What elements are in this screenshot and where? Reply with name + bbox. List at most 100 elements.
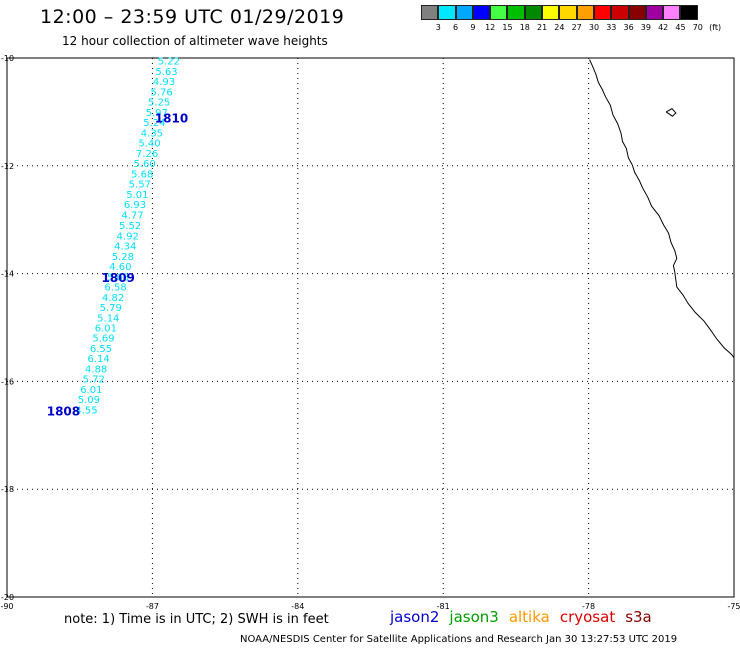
legend-tick-label: 42: [658, 23, 669, 32]
island-outline: [665, 108, 677, 117]
wave-height-label: 5.79: [100, 303, 122, 314]
wave-height-label: 5.52: [119, 221, 141, 232]
legend-tick-label: 36: [623, 23, 634, 32]
legend-swatch: [421, 5, 439, 20]
color-legend: 3 6 9 12 15 18 21 24 27 30 33 36 39 42 45 70 (ft): [421, 5, 731, 39]
legend-swatch: [593, 5, 612, 20]
satellite-name: cryosat: [559, 608, 616, 626]
map-subtitle: 12 hour collection of altimeter wave hei…: [62, 34, 328, 48]
legend-swatch: [438, 5, 456, 20]
wave-height-label: 4.77: [121, 210, 143, 221]
footer-note: note: 1) Time is in UTC; 2) SWH is in fe…: [64, 612, 329, 627]
satellite-name: altika: [508, 608, 550, 626]
legend-swatch: [507, 5, 525, 20]
map-title: 12:00 – 23:59 UTC 01/29/2019: [40, 6, 345, 28]
wave-height-label: 5.68: [131, 169, 153, 180]
legend-swatch: [455, 5, 473, 20]
wave-height-label: 4.82: [102, 293, 124, 304]
latitude-tick-label: -10: [1, 54, 14, 63]
wave-height-label: 6.58: [104, 283, 126, 294]
legend-swatch: [663, 5, 681, 20]
wave-height-label: 5.97: [146, 108, 168, 119]
wave-height-label: 5.09: [78, 395, 100, 406]
wave-height-label: 4.55: [75, 405, 97, 416]
wave-height-label: 5.60: [134, 159, 156, 170]
legend-swatch: [542, 5, 560, 20]
wave-height-label: 5.22: [158, 57, 180, 68]
legend-tick-label: 18: [519, 23, 530, 32]
legend-tick-label: 27: [571, 23, 582, 32]
satellite-legend: jason2 jason3 altika cryosat s3a: [390, 608, 662, 626]
wave-height-label: 5.72: [83, 375, 105, 386]
wave-height-label: 7.26: [136, 149, 158, 160]
wave-height-label: 5.68: [107, 272, 129, 283]
longitude-tick-label: -78: [582, 602, 595, 611]
satellite-name: jason2: [390, 608, 440, 626]
legend-tick-label: 3: [435, 23, 441, 32]
latitude-tick-label: -14: [1, 270, 14, 279]
wave-height-label: 5.24: [143, 118, 165, 129]
legend-tick-label: 21: [537, 23, 548, 32]
legend-ticks: 3 6 9 12 15 18 21 24 27 30 33 36 39 42 45 70 (ft): [421, 20, 731, 34]
legend-swatch: [490, 5, 508, 20]
wave-height-label: 5.63: [155, 67, 177, 78]
latitude-tick-label: -16: [1, 377, 14, 386]
pass-number-label: 1809: [102, 271, 135, 285]
legend-swatch: [680, 5, 698, 20]
satellite-name: jason3: [449, 608, 499, 626]
legend-tick-label: 33: [606, 23, 617, 32]
legend-swatch: [628, 5, 646, 20]
coastline: [589, 59, 735, 358]
map-frame: [6, 57, 735, 598]
wave-height-label: 5.40: [138, 139, 160, 150]
wave-height-label: 4.34: [114, 242, 136, 253]
wave-height-label: 5.14: [97, 313, 119, 324]
footer-credit: NOAA/NESDIS Center for Satellite Applica…: [240, 634, 678, 645]
pass-number-label: 1810: [155, 111, 188, 125]
wave-height-label: 4.88: [85, 364, 107, 375]
satellite-name: s3a: [625, 608, 652, 626]
wave-height-label: 6.01: [80, 385, 102, 396]
wave-height-label: 6.01: [95, 324, 117, 335]
wave-height-label: 5.28: [112, 252, 134, 263]
legend-swatch: [472, 5, 491, 20]
longitude-tick-label: -84: [291, 602, 304, 611]
wave-height-label: 5.57: [129, 180, 151, 191]
legend-swatch: [645, 5, 664, 20]
pass-number-label: 1808: [47, 405, 80, 419]
legend-tick-label: 12: [485, 23, 496, 32]
wave-height-label: 6.93: [124, 200, 146, 211]
legend-tick-label: 15: [502, 23, 513, 32]
wave-height-label: 4.93: [153, 77, 175, 88]
wave-height-label: 6.14: [87, 354, 109, 365]
wave-height-label: 4.92: [117, 231, 139, 242]
legend-tick-label: 24: [554, 23, 565, 32]
wave-height-label: 5.01: [126, 190, 148, 201]
legend-swatch: [576, 5, 594, 20]
wave-height-label: 6.55: [90, 344, 112, 355]
legend-unit: (ft): [709, 23, 722, 32]
legend-tick-label: 70: [692, 23, 703, 32]
latitude-tick-label: -18: [1, 485, 14, 494]
longitude-tick-label: -90: [0, 602, 13, 611]
wave-height-label: 5.76: [150, 87, 172, 98]
longitude-tick-label: -75: [727, 602, 740, 611]
wave-height-label: 5.25: [148, 98, 170, 109]
legend-tick-label: 9: [470, 23, 476, 32]
wave-height-label: 4.35: [141, 128, 163, 139]
legend-swatch: [559, 5, 577, 20]
longitude-tick-label: -81: [437, 602, 450, 611]
legend-swatch: [524, 5, 543, 20]
legend-tick-label: 39: [640, 23, 651, 32]
longitude-tick-label: -87: [146, 602, 159, 611]
legend-tick-label: 45: [675, 23, 686, 32]
legend-tick-label: 6: [453, 23, 459, 32]
latitude-tick-label: -20: [1, 593, 14, 602]
legend-tick-label: 30: [588, 23, 600, 32]
wave-height-label: 5.69: [92, 334, 114, 345]
latitude-tick-label: -12: [1, 162, 14, 171]
wave-height-label: 4.60: [109, 262, 131, 273]
legend-swatches: [421, 5, 731, 20]
legend-swatch: [611, 5, 629, 20]
